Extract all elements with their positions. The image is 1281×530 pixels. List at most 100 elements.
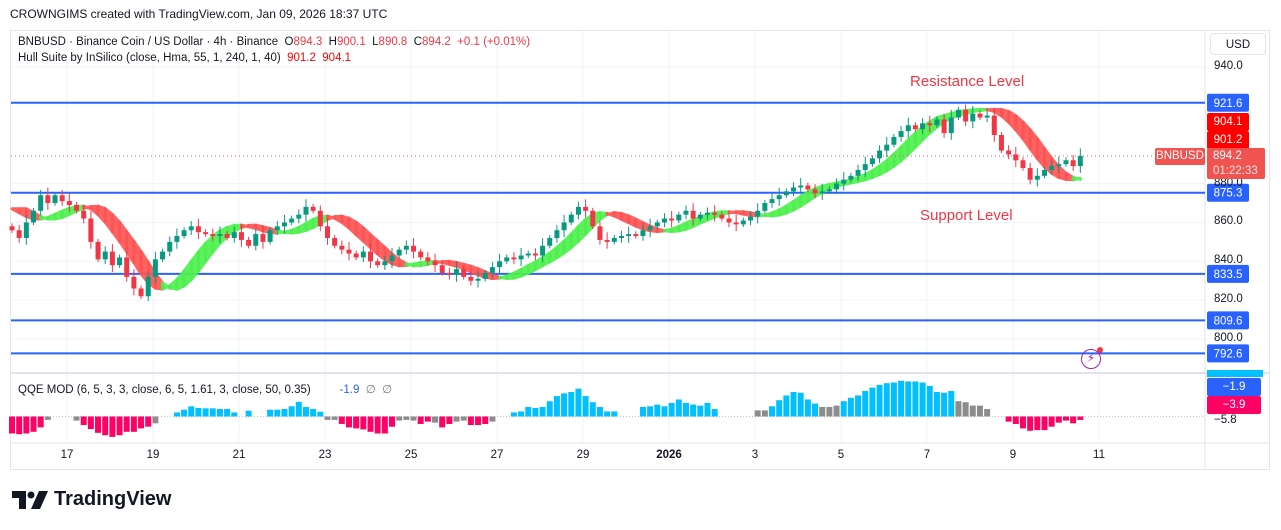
qqe-histogram-bar: [804, 399, 811, 417]
qqe-histogram-bar: [116, 416, 123, 436]
level-price-label: 792.6: [1214, 348, 1243, 360]
candle-body: [59, 195, 65, 202]
candle-body: [310, 206, 316, 211]
candle-body: [418, 251, 424, 258]
candle-body: [95, 241, 101, 260]
qqe-histogram-bar: [360, 416, 367, 430]
candle-body: [927, 123, 933, 126]
candle-body: [475, 278, 481, 281]
time-axis-label: 23: [318, 449, 332, 461]
qqe-histogram-bar: [539, 406, 546, 417]
qqe-histogram-bar: [310, 409, 317, 417]
candle-body: [912, 125, 918, 130]
candle-body: [633, 234, 639, 237]
candle-body: [948, 117, 954, 134]
qqe-histogram-bar: [37, 416, 44, 428]
candle-body: [181, 230, 187, 237]
qqe-histogram-bar: [1027, 416, 1034, 431]
qqe-legend[interactable]: QQE MOD (6, 5, 3, 3, close, 6, 5, 1.61, …: [18, 382, 392, 396]
candle-body: [332, 237, 338, 246]
candle-body: [1027, 168, 1033, 180]
candle-body: [955, 109, 961, 118]
qqe-histogram-bar: [231, 412, 238, 417]
qqe-histogram-bar: [173, 412, 180, 417]
brand-name: TradingView: [54, 488, 172, 510]
lightning-alert-icon[interactable]: ⚡: [1081, 347, 1103, 369]
candle-body: [382, 261, 388, 266]
candle-body: [389, 255, 395, 262]
candle-body: [733, 222, 739, 225]
bar-countdown: 01:22:33: [1213, 165, 1258, 177]
qqe-histogram-bar: [389, 416, 396, 427]
hull-value-2: 904.1: [322, 52, 352, 64]
tradingview-logo[interactable]: TradingView: [12, 488, 171, 511]
time-axis-label: 25: [404, 449, 418, 461]
candle-body: [1041, 169, 1047, 176]
qqe-axis-tick: −5.8: [1214, 414, 1237, 426]
candle-body: [518, 255, 524, 260]
candle-body: [174, 236, 180, 242]
time-axis-label: 2026: [656, 449, 682, 461]
hull-name: Hull Suite by InSilico (close, Hma, 55, …: [18, 52, 281, 64]
qqe-histogram-bar: [417, 416, 424, 424]
candle-body: [88, 218, 94, 242]
qqe-histogram-bar: [611, 411, 618, 417]
level-price-tag: [1207, 93, 1249, 112]
qqe-histogram-bar: [790, 392, 797, 417]
support-annotation: Support Level: [920, 207, 1013, 224]
qqe-histogram-bar: [840, 401, 847, 417]
level-price-label: 875.3: [1214, 188, 1243, 200]
candle-body: [9, 226, 15, 231]
candle-body: [805, 185, 811, 190]
price-axis-tick: 800.0: [1214, 332, 1243, 345]
qqe-histogram-bar: [367, 416, 374, 432]
candle-body: [138, 288, 144, 297]
currency-button[interactable]: USD: [1210, 33, 1266, 55]
close-label: C: [413, 36, 423, 48]
qqe-histogram-bar: [553, 396, 560, 417]
qqe-histogram-bar: [668, 402, 675, 417]
candle-body: [217, 234, 223, 237]
candle-body: [360, 251, 366, 258]
candle-body: [676, 214, 682, 221]
candle-body: [998, 135, 1004, 151]
candle-body: [152, 259, 158, 277]
candle-body: [289, 218, 295, 223]
qqe-histogram-bar: [647, 406, 654, 417]
time-axis-label: 7: [923, 449, 931, 461]
qqe-hidden-tag: [1207, 370, 1263, 377]
candle-body: [195, 226, 201, 233]
candle-body: [877, 150, 883, 159]
candle-body: [432, 261, 438, 266]
candle-body: [511, 257, 517, 260]
qqe-histogram-bar: [783, 395, 790, 417]
candle-body: [970, 113, 976, 122]
candle-body: [540, 245, 546, 256]
qqe-histogram-bar: [245, 410, 252, 417]
time-axis-label: 5: [837, 449, 845, 461]
chart-frame: [10, 30, 1270, 470]
qqe-histogram-bar: [209, 408, 216, 417]
qqe-histogram-bar: [675, 399, 682, 417]
candle-body: [253, 234, 259, 246]
level-price-tag: [1207, 311, 1249, 330]
candle-body: [74, 204, 80, 211]
qqe-histogram-bar: [926, 385, 933, 417]
symbol-legend[interactable]: BNBUSD · Binance Coin / US Dollar · 4h ·…: [18, 36, 530, 48]
candle-body: [604, 239, 610, 242]
qqe-histogram-bar: [869, 387, 876, 417]
qqe-histogram-bar: [152, 416, 159, 424]
hull-legend[interactable]: Hull Suite by InSilico (close, Hma, 55, …: [18, 52, 351, 64]
qqe-histogram-bar: [489, 416, 496, 422]
qqe-histogram-bar: [202, 408, 209, 417]
candle-body: [23, 222, 29, 238]
candle-body: [446, 272, 452, 275]
candle-body: [81, 210, 87, 219]
price-axis-tick: 840.0: [1214, 254, 1243, 267]
qqe-histogram-bar: [432, 416, 439, 423]
qqe-histogram-bar: [302, 406, 309, 417]
qqe-histogram-bar: [403, 416, 410, 420]
qqe-histogram-bar: [446, 416, 453, 424]
candle-body: [704, 212, 710, 215]
